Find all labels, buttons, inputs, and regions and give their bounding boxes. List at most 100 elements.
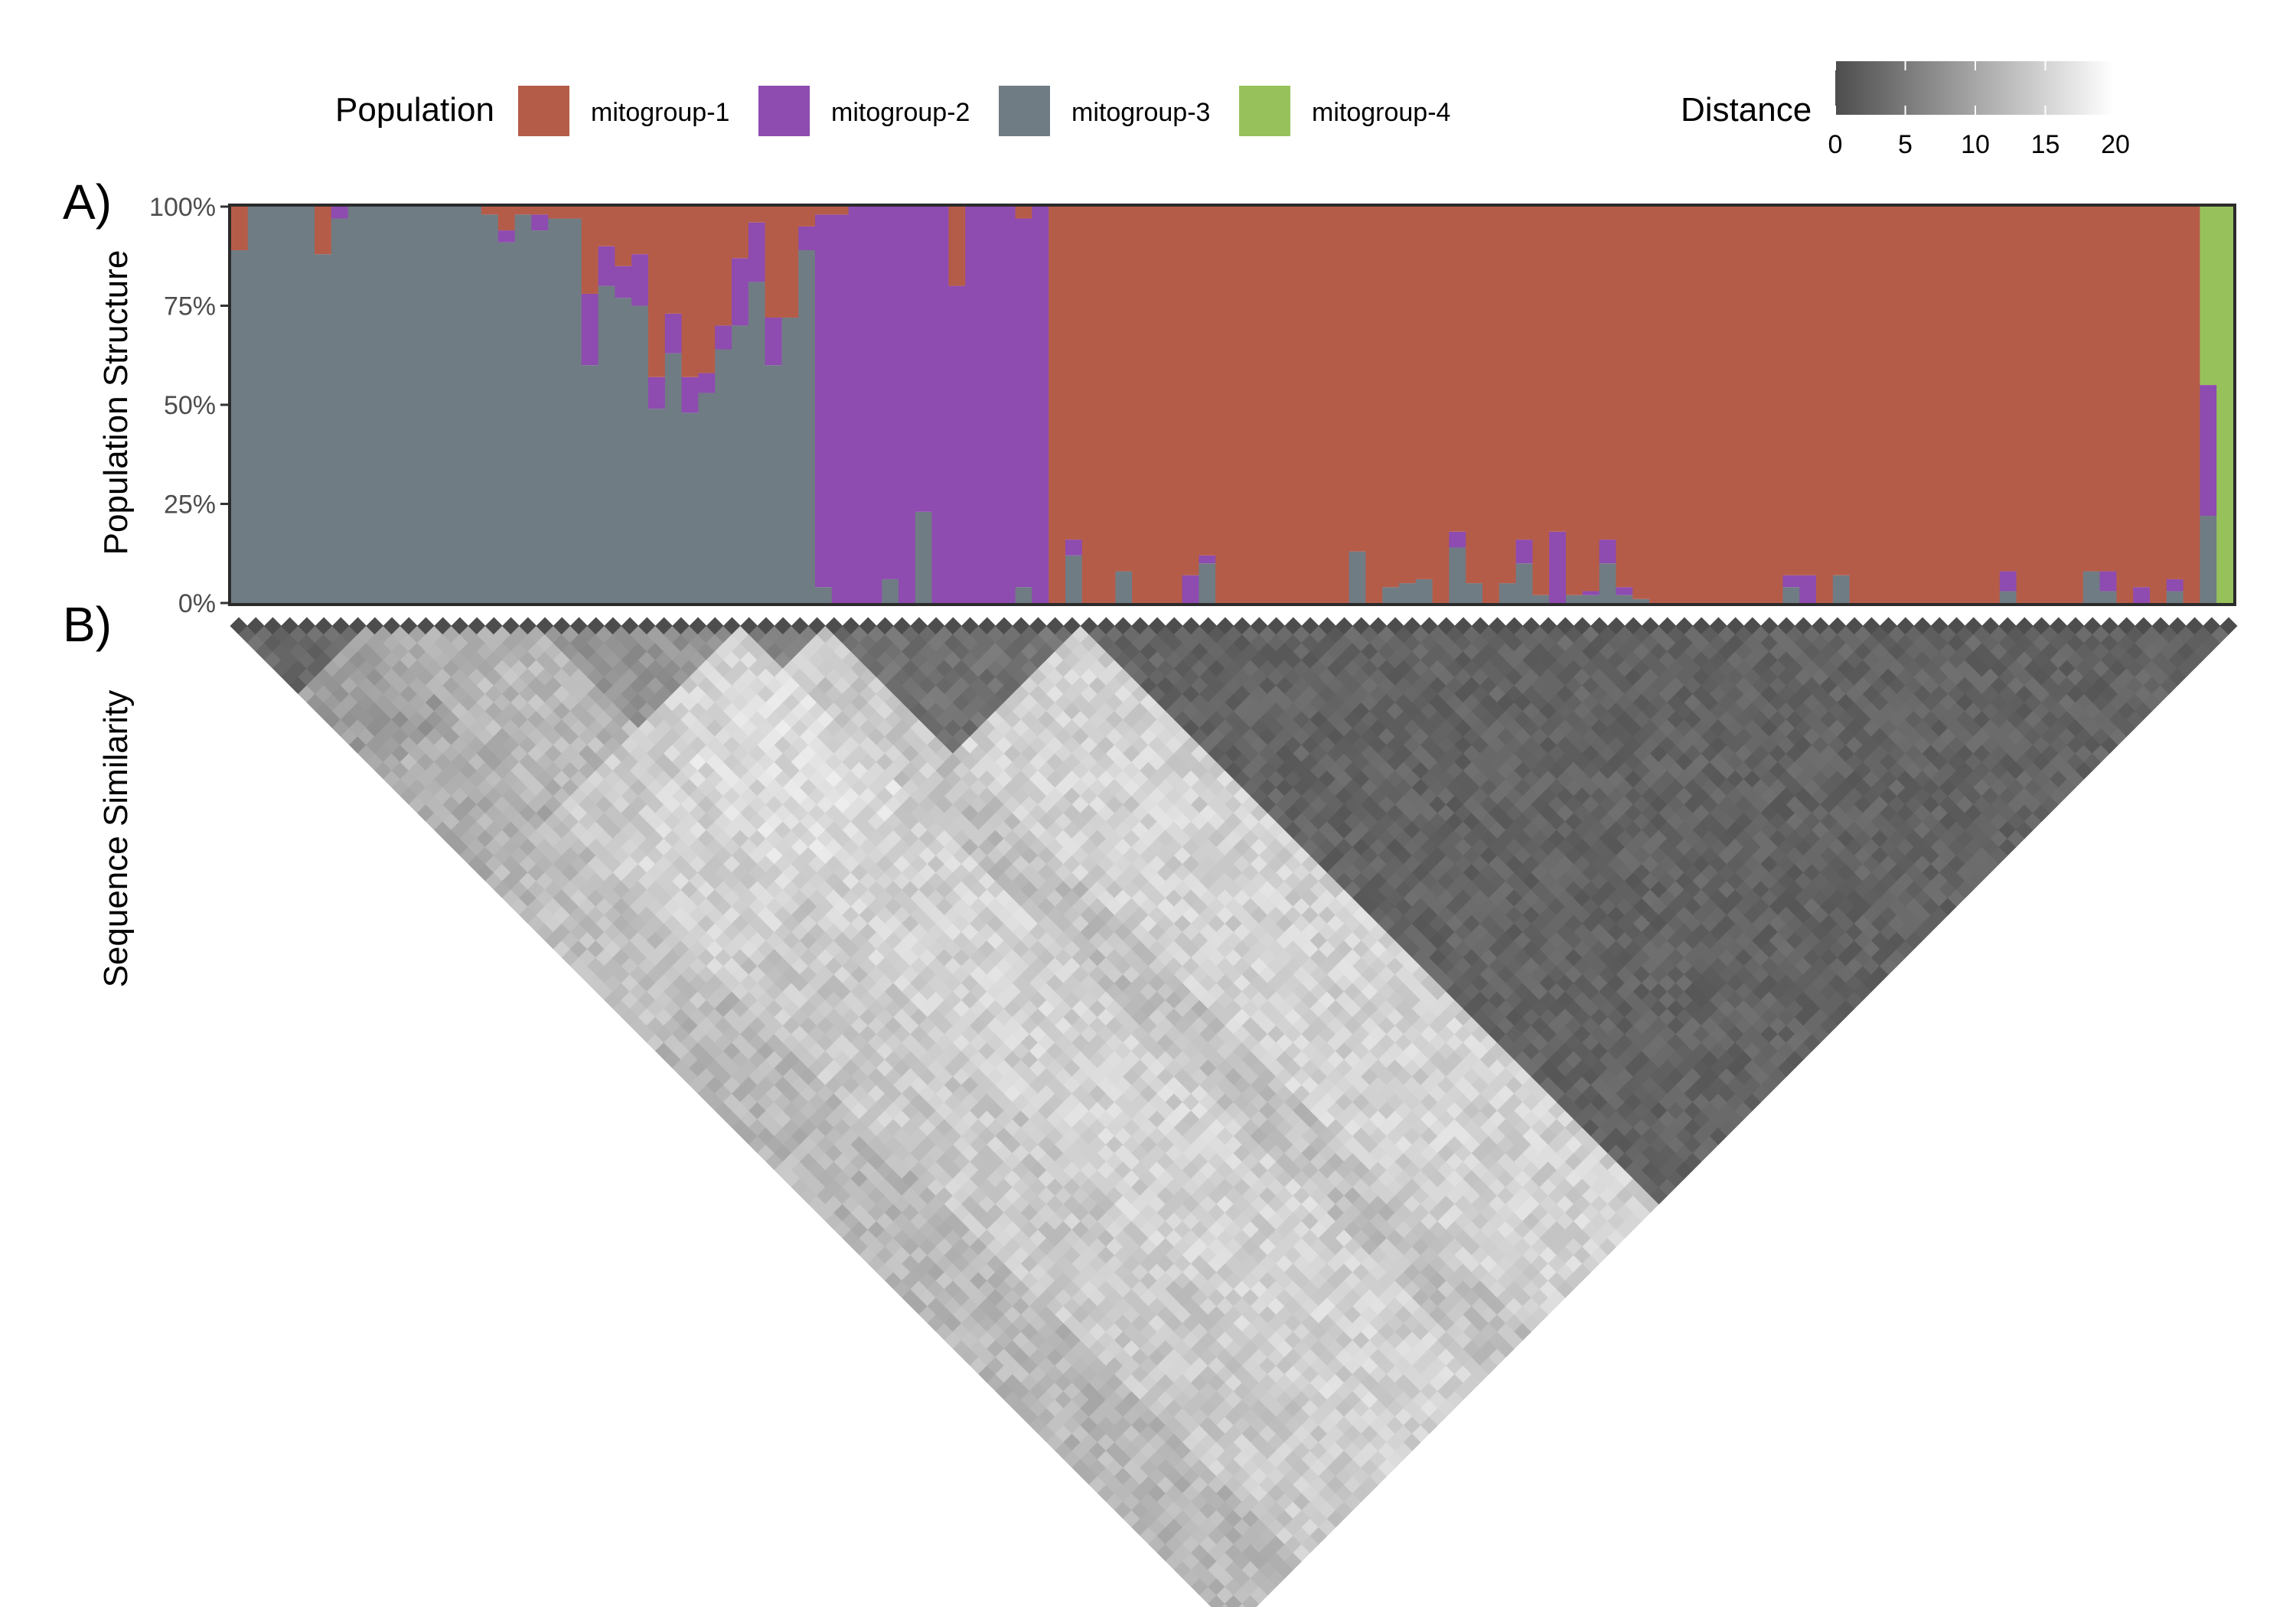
y-tick-label: 100% [149,193,216,222]
bar-segment-mitogroup-1 [2116,207,2134,603]
bar-segment-mitogroup-2 [715,325,732,350]
bar-segment-mitogroup-1 [781,207,799,318]
panel-a-frame [228,204,2236,606]
bar-segment-mitogroup-1 [1782,207,1800,575]
bar-segment-mitogroup-2 [598,246,615,286]
bar-segment-mitogroup-3 [1449,547,1466,603]
bar-segment-mitogroup-3 [1115,571,1133,603]
bar-segment-mitogroup-1 [1365,207,1383,603]
bar-segment-mitogroup-3 [247,207,266,603]
bar-segment-mitogroup-1 [1566,207,1583,595]
legend-swatch-mitogroup-2 [758,86,810,136]
bar-segment-mitogroup-3 [631,305,649,603]
bar-segment-mitogroup-1 [2016,207,2033,603]
bar-segment-mitogroup-2 [865,207,882,603]
bar-segment-mitogroup-1 [1916,207,1934,603]
colorbar-tick-label: 5 [1898,130,1913,159]
bar-segment-mitogroup-1 [1733,207,1750,603]
bar-segment-mitogroup-2 [581,293,599,366]
bar-segment-mitogroup-2 [1599,539,1616,564]
colorbar-tick-label: 10 [1961,130,1990,159]
bar-segment-mitogroup-1 [1466,207,1483,584]
bar-segment-mitogroup-1 [231,207,249,250]
bar-segment-mitogroup-2 [1549,531,1567,603]
bar-segment-mitogroup-2 [648,376,666,409]
bar-segment-mitogroup-1 [1482,207,1500,603]
bar-segment-mitogroup-1 [1632,207,1650,599]
bar-segment-mitogroup-2 [664,313,683,354]
bar-segment-mitogroup-3 [664,353,683,603]
bar-segment-mitogroup-2 [1199,555,1216,564]
bar-segment-mitogroup-1 [1866,207,1883,603]
bar-segment-mitogroup-3 [1632,598,1650,603]
bar-segment-mitogroup-3 [1499,583,1517,603]
bar-segment-mitogroup-1 [1900,207,1917,603]
y-tick-label: 50% [164,391,216,420]
bar-segment-mitogroup-3 [264,207,282,603]
bar-segment-mitogroup-1 [1399,207,1417,584]
bar-segment-mitogroup-3 [531,230,549,603]
bar-segment-mitogroup-4 [2216,207,2234,603]
bar-segment-mitogroup-3 [347,207,365,603]
heatmap-cell [1221,1603,1229,1607]
legend-label-mitogroup-2: mitogroup-2 [831,98,970,127]
bar-segment-mitogroup-3 [298,207,315,603]
legend-swatch-mitogroup-1 [518,86,569,136]
bar-segment-mitogroup-3 [1015,587,1032,603]
bar-segment-mitogroup-2 [1999,571,2017,592]
bar-segment-mitogroup-1 [2150,207,2167,603]
bar-segment-mitogroup-1 [1015,207,1032,219]
bar-segment-mitogroup-2 [965,207,983,603]
bar-segment-mitogroup-1 [1299,207,1316,603]
bar-segment-mitogroup-1 [1115,207,1133,572]
legend-label-mitogroup-4: mitogroup-4 [1312,98,1450,127]
bar-segment-mitogroup-3 [748,282,766,603]
bar-segment-mitogroup-1 [1799,207,1817,575]
y-tick-label: 0% [178,589,216,618]
bar-segment-mitogroup-3 [1782,587,1800,603]
colorbar-tick-label: 0 [1828,130,1843,159]
bar-segment-mitogroup-1 [2099,207,2117,572]
legend-population-title: Population [335,91,494,129]
bar-segment-mitogroup-1 [2082,207,2101,572]
bar-segment-mitogroup-3 [1515,563,1533,603]
bar-segment-mitogroup-1 [698,207,716,373]
bar-segment-mitogroup-1 [598,207,615,246]
bar-segment-mitogroup-1 [1766,207,1783,603]
bar-segment-mitogroup-3 [681,412,699,603]
panel-b-label: B) [63,597,112,652]
bar-segment-mitogroup-1 [1132,207,1150,603]
bar-segment-mitogroup-2 [899,207,916,603]
bar-segment-mitogroup-2 [798,226,816,250]
bar-segment-mitogroup-1 [548,207,566,219]
bar-segment-mitogroup-2 [531,214,549,231]
bar-segment-mitogroup-3 [1616,595,1633,603]
bar-segment-mitogroup-3 [1199,563,1216,603]
bar-segment-mitogroup-1 [1699,207,1717,603]
bar-segment-mitogroup-1 [815,207,833,215]
bar-segment-mitogroup-3 [698,393,716,603]
bar-segment-mitogroup-1 [2166,207,2184,579]
bar-segment-mitogroup-3 [2082,571,2101,603]
colorbar-tick-label: 15 [2031,130,2060,159]
bar-segment-mitogroup-1 [1749,207,1767,603]
bar-segment-mitogroup-1 [565,207,582,219]
bar-segment-mitogroup-3 [497,242,516,603]
bar-segment-mitogroup-2 [1065,539,1083,556]
bar-segment-mitogroup-3 [915,511,933,603]
bar-segment-mitogroup-1 [664,207,683,314]
legend-label-mitogroup-1: mitogroup-1 [591,98,729,127]
bar-segment-mitogroup-3 [514,214,532,603]
bar-segment-mitogroup-1 [2133,207,2151,588]
bar-segment-mitogroup-1 [1449,207,1466,532]
bar-segment-mitogroup-1 [1582,207,1600,592]
bar-segment-mitogroup-3 [1832,575,1851,603]
bar-segment-mitogroup-1 [1081,207,1100,603]
bar-segment-mitogroup-1 [1832,207,1851,575]
bar-segment-mitogroup-3 [648,409,666,603]
bar-segment-mitogroup-1 [1849,207,1867,603]
bar-segment-mitogroup-1 [1165,207,1183,603]
bar-segment-mitogroup-3 [2200,516,2217,603]
legend-label-mitogroup-3: mitogroup-3 [1071,98,1210,127]
bar-segment-mitogroup-2 [331,207,349,219]
